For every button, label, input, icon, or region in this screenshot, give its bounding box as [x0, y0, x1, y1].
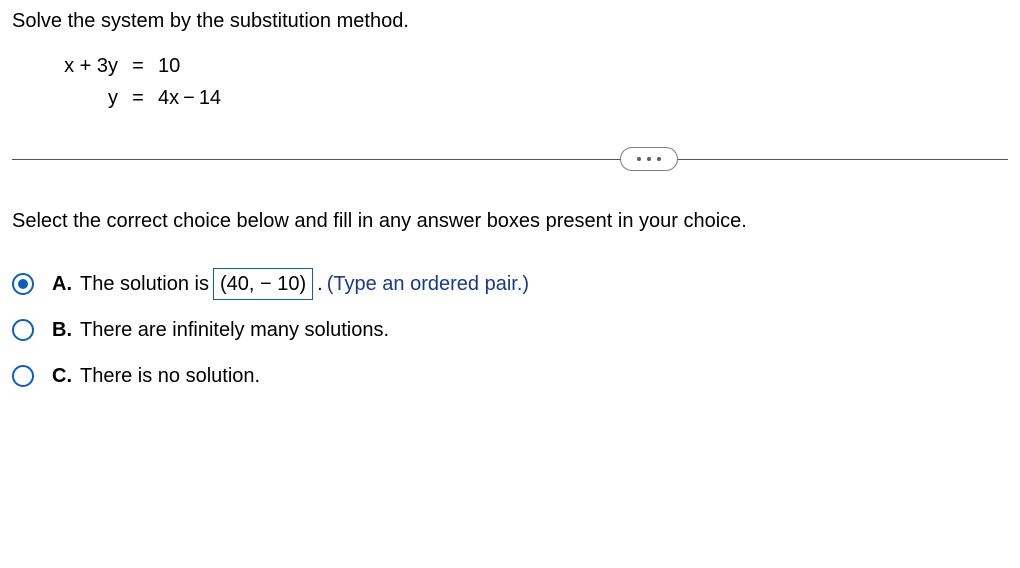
eq2-right: 4x−14	[148, 87, 221, 110]
choice-c-text: There is no solution.	[80, 365, 260, 388]
choice-b: B. There are infinitely many solutions.	[12, 313, 1008, 347]
question-prompt: Solve the system by the substitution met…	[12, 10, 1008, 33]
radio-b[interactable]	[12, 319, 34, 341]
section-divider	[12, 159, 1008, 160]
eq1-left: x + 3y	[52, 55, 128, 78]
answer-input-a[interactable]: (40, − 10)	[213, 268, 313, 300]
choice-b-text: There are infinitely many solutions.	[80, 319, 389, 342]
ellipsis-icon	[657, 157, 661, 161]
minus-sign: −	[179, 87, 199, 109]
radio-a[interactable]	[12, 273, 34, 295]
choice-a: A. The solution is (40, − 10). (Type an …	[12, 267, 1008, 301]
equation-system: x + 3y = 10 y = 4x−14	[52, 55, 1008, 119]
equals-sign: =	[128, 87, 148, 110]
equation-row-1: x + 3y = 10	[52, 55, 1008, 87]
eq2-right-lhs: 4x	[158, 87, 179, 109]
equals-sign: =	[128, 55, 148, 78]
eq1-right: 10	[148, 55, 180, 78]
eq2-right-rhs: 14	[199, 87, 221, 109]
choice-a-body: The solution is (40, − 10). (Type an ord…	[80, 268, 529, 300]
radio-c[interactable]	[12, 365, 34, 387]
choice-a-letter: A.	[52, 273, 80, 296]
ellipsis-icon	[637, 157, 641, 161]
choice-a-period: .	[317, 273, 323, 296]
ellipsis-icon	[647, 157, 651, 161]
choice-c-letter: C.	[52, 365, 80, 388]
eq2-left: y	[52, 87, 128, 110]
choice-b-letter: B.	[52, 319, 80, 342]
choice-a-hint: (Type an ordered pair.)	[327, 273, 529, 296]
choice-group: A. The solution is (40, − 10). (Type an …	[12, 267, 1008, 393]
choice-c: C. There is no solution.	[12, 359, 1008, 393]
choice-a-text-before: The solution is	[80, 273, 209, 296]
equation-row-2: y = 4x−14	[52, 87, 1008, 119]
more-options-button[interactable]	[620, 147, 678, 171]
divider-line	[12, 159, 1008, 160]
answer-instruction: Select the correct choice below and fill…	[12, 210, 1008, 233]
